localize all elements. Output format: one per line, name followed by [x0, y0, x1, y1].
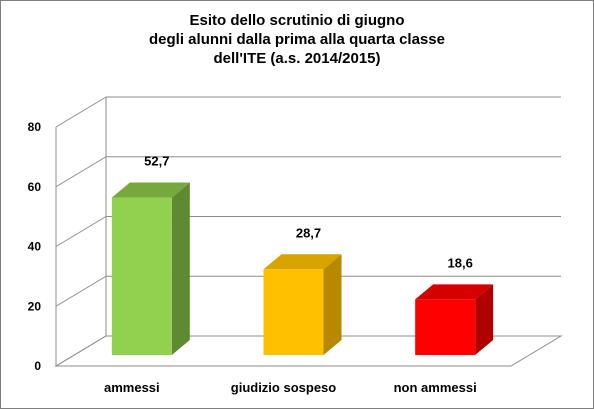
chart-title-line-1: Esito dello scrutinio di giugno	[189, 12, 405, 29]
bar-2	[263, 254, 342, 355]
y-tick-label-60: 60	[28, 180, 42, 194]
data-label-1: 52,7	[144, 154, 169, 169]
grid-connector-20	[55, 275, 107, 307]
chart-title-line-3: dell'ITE (a.s. 2014/2015)	[213, 50, 381, 67]
bar-top-1	[111, 182, 190, 198]
bar-front-1	[111, 197, 172, 355]
bar-1	[111, 182, 190, 355]
grid-connector-40	[55, 216, 107, 247]
chart-title: Esito dello scrutinio di giugno degli al…	[1, 11, 593, 68]
bar-top-3	[415, 284, 494, 300]
x-tick-label-2: giudizio sospeso	[231, 380, 337, 395]
grid-connector-60	[55, 156, 107, 188]
bar-3	[415, 284, 494, 355]
bar-side-3	[475, 284, 494, 355]
x-tick-label-3: non ammessi	[394, 380, 477, 395]
bar-top-2	[263, 254, 342, 270]
y-tick-label-40: 40	[28, 240, 42, 254]
x-tick-label-1: ammessi	[104, 380, 160, 395]
bar-front-2	[263, 269, 324, 355]
data-label-3: 18,6	[448, 255, 473, 270]
chart-title-line-2: degli alunni dalla prima alla quarta cla…	[149, 31, 445, 48]
grid-connector-80	[55, 96, 107, 128]
bar-front-3	[415, 299, 476, 355]
y-tick-label-0: 0	[34, 359, 41, 373]
y-tick-label-80: 80	[28, 120, 42, 134]
chart-floor	[54, 335, 563, 367]
y-tick-label-20: 20	[28, 299, 42, 313]
bar-side-1	[171, 182, 190, 355]
data-label-2: 28,7	[296, 225, 321, 240]
bar-side-2	[323, 254, 342, 355]
